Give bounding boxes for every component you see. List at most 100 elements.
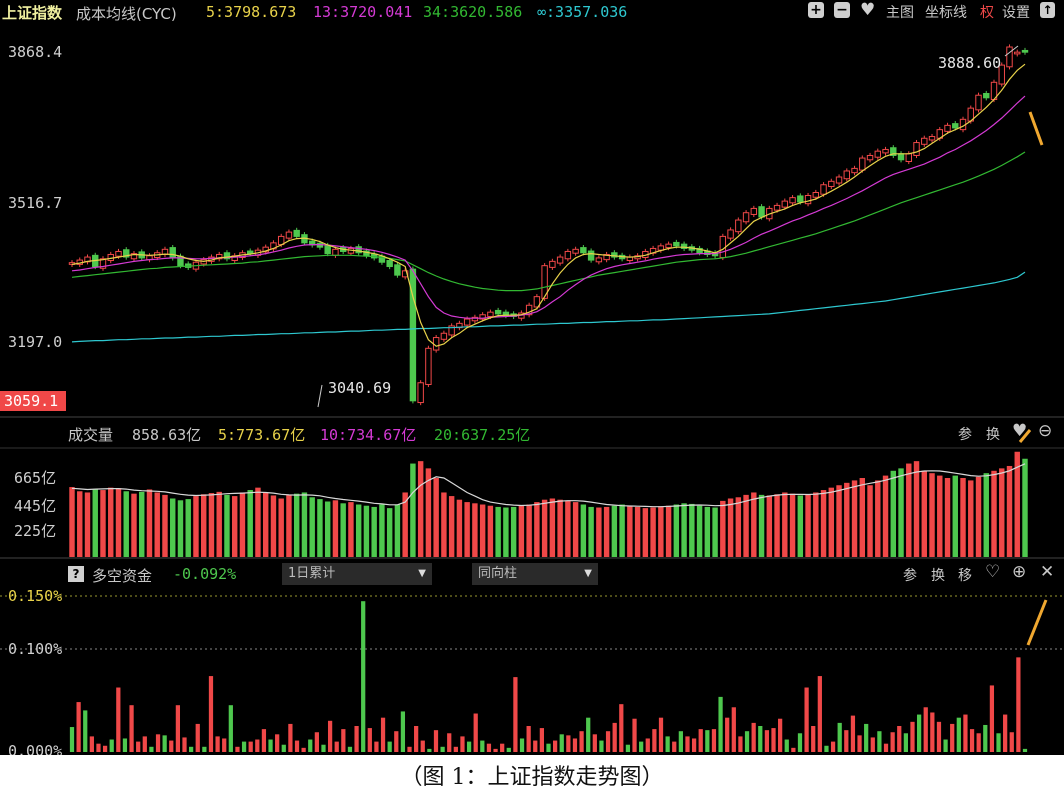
flow-bar — [486, 743, 492, 752]
flow-param-button[interactable]: 参 — [903, 568, 917, 584]
volume-bar — [154, 492, 160, 557]
candle-body — [123, 249, 130, 258]
flow-bar — [572, 738, 578, 752]
volume-bar — [526, 504, 532, 557]
flow-bar — [301, 747, 306, 752]
flow-bar — [844, 730, 849, 752]
flow-bar — [228, 705, 233, 752]
volume-bar — [255, 487, 261, 557]
volume-bar — [425, 468, 432, 557]
flow-bar — [275, 734, 280, 752]
volume-bar — [929, 473, 935, 557]
zoom-in-icon[interactable]: + — [808, 2, 824, 18]
flow-bar — [261, 729, 267, 752]
flow-bar — [493, 748, 498, 752]
arrow-annotation — [1028, 111, 1044, 146]
flow-bar — [69, 727, 75, 752]
period-select[interactable]: 1日累计 ▼ — [282, 563, 432, 585]
volume-bar — [782, 492, 788, 557]
flow-bar — [685, 736, 690, 752]
flow-bar — [539, 728, 544, 752]
volume-tick-445: 445亿 — [14, 497, 57, 515]
flow-bar — [116, 687, 121, 752]
flow-bar — [731, 707, 736, 752]
volume-param-button[interactable]: 参 — [958, 427, 972, 443]
volume-bar — [293, 493, 300, 557]
candle-body — [386, 260, 393, 268]
volume-bar — [317, 499, 323, 557]
volume-heart-icon[interactable]: ♥ — [1012, 421, 1028, 441]
flow-heart-icon[interactable]: ♡ — [985, 562, 1001, 582]
volume-bar — [185, 499, 191, 557]
volume-bar — [836, 485, 842, 557]
candle-body — [727, 229, 734, 239]
price-tick-mid: 3516.7 — [8, 194, 63, 212]
flow-bar — [546, 743, 551, 752]
crosshair-menu[interactable]: 坐标线 — [925, 5, 967, 21]
flow-bar — [380, 717, 386, 752]
volume-bar — [270, 495, 277, 557]
candle-body — [820, 184, 827, 195]
flow-bar — [142, 736, 147, 752]
flow-bar — [903, 733, 908, 752]
flow-bar — [347, 746, 353, 752]
zoom-out-icon[interactable]: − — [834, 2, 850, 18]
candle-body — [890, 147, 897, 156]
rights-menu[interactable]: 权 — [980, 5, 994, 21]
flow-bar — [837, 722, 842, 752]
heart-icon[interactable]: ♥ — [860, 0, 876, 20]
candle-body — [425, 347, 432, 385]
flow-bar — [76, 702, 81, 752]
flow-bar — [241, 741, 247, 752]
flow-bar — [96, 743, 101, 752]
candle-body — [874, 150, 882, 158]
flow-bar — [215, 736, 220, 752]
candle-body — [781, 200, 789, 208]
candle-body — [587, 250, 595, 261]
ma-inf-value: ∞:3357.036 — [537, 3, 628, 21]
volume-bar — [402, 492, 408, 557]
candle-body — [1021, 49, 1029, 53]
volume-bar — [828, 487, 835, 557]
main-chart-menu[interactable]: 主图 — [886, 5, 914, 21]
candle-body — [169, 247, 176, 259]
volume-bar — [487, 505, 494, 557]
flow-bar — [983, 724, 988, 752]
flow-switch-button[interactable]: 换 — [931, 568, 945, 584]
volume-bar — [379, 504, 385, 557]
flow-close-icon[interactable]: ✕ — [1040, 562, 1055, 582]
candle-body — [471, 316, 479, 322]
flow-bar — [751, 722, 756, 752]
candle-body — [797, 195, 804, 203]
flow-bar — [447, 733, 452, 752]
volume-bar — [650, 507, 656, 557]
flow-bar — [122, 738, 128, 752]
flow-bar — [553, 740, 558, 752]
settings-menu[interactable]: 设置 — [1002, 5, 1030, 21]
flow-bar — [195, 723, 200, 752]
volume-bar — [146, 489, 153, 557]
volume-ma20: 20:637.25亿 — [434, 426, 531, 444]
flow-bar — [632, 718, 637, 752]
candle-body — [525, 304, 533, 316]
low-pointer — [317, 384, 323, 408]
volume-bar — [84, 492, 91, 557]
export-icon[interactable]: ↑ — [1040, 2, 1055, 18]
ma5-line — [71, 63, 1026, 347]
candle-body — [564, 250, 572, 260]
flow-bar — [658, 717, 664, 752]
volume-bar — [952, 475, 958, 557]
flow-bar — [864, 723, 869, 752]
volume-bar — [456, 499, 463, 557]
mode-select[interactable]: 同向柱 ▼ — [472, 563, 598, 585]
flow-bar — [705, 730, 710, 752]
volume-switch-button[interactable]: 换 — [986, 427, 1000, 443]
flow-move-button[interactable]: 移 — [958, 568, 972, 584]
volume-zoom-icon[interactable]: ⊖ — [1038, 421, 1053, 441]
flow-zoom-icon[interactable]: ⊕ — [1012, 562, 1027, 582]
flow-bar — [268, 739, 273, 752]
volume-bar — [386, 508, 393, 557]
volume-bar — [565, 500, 571, 557]
help-icon[interactable]: ? — [68, 566, 84, 582]
volume-bar — [131, 493, 137, 557]
